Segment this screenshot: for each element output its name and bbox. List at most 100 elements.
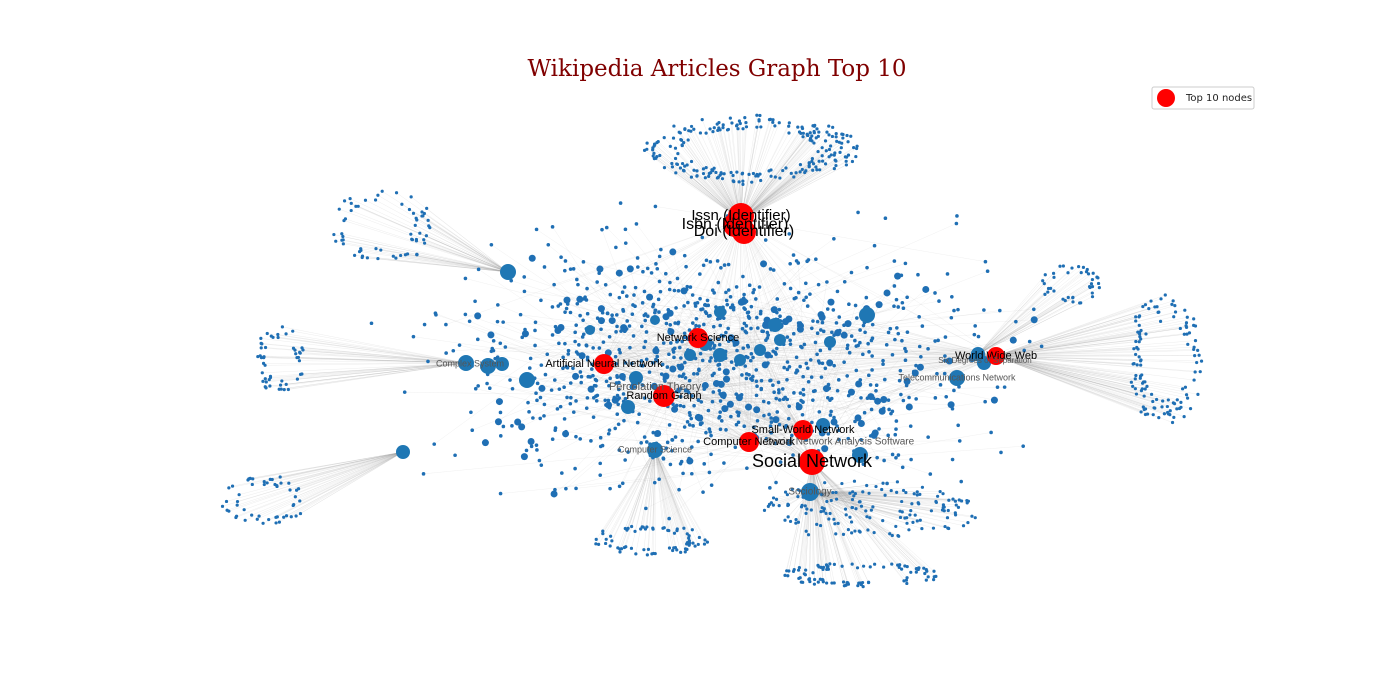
dot: [654, 433, 658, 437]
dot: [849, 134, 853, 138]
dot: [495, 319, 500, 324]
dot: [594, 537, 598, 541]
edge: [995, 325, 1187, 357]
dot: [654, 357, 658, 362]
dot: [730, 121, 734, 125]
edge: [627, 449, 656, 529]
dot: [574, 434, 578, 439]
edge: [355, 206, 509, 273]
dot: [983, 399, 987, 404]
dot: [1095, 275, 1099, 279]
dot: [537, 458, 542, 463]
dot: [573, 466, 577, 471]
dot: [803, 170, 807, 175]
edge: [426, 235, 509, 273]
dot: [562, 417, 567, 421]
dot: [646, 547, 651, 551]
dot: [657, 279, 662, 284]
edge: [636, 223, 813, 463]
dot: [581, 318, 585, 323]
dot: [684, 264, 688, 269]
dot: [1051, 271, 1056, 275]
dot: [800, 126, 805, 131]
edge: [697, 337, 787, 426]
edge: [802, 325, 864, 431]
dot: [679, 356, 683, 360]
edge: [265, 347, 467, 364]
dot: [853, 338, 857, 343]
dot: [825, 565, 829, 569]
dot: [776, 388, 781, 392]
dot: [726, 262, 731, 267]
dot: [898, 563, 902, 567]
dot: [289, 515, 293, 519]
dot: [815, 127, 819, 131]
dot: [654, 262, 658, 266]
dot: [908, 424, 913, 428]
edge: [811, 461, 919, 570]
dot: [896, 305, 901, 309]
dot: [712, 291, 716, 295]
edge: [646, 449, 656, 528]
edge: [642, 449, 656, 528]
edge: [811, 461, 929, 578]
edge: [995, 304, 1172, 357]
edge: [877, 355, 997, 402]
edge: [977, 291, 1048, 355]
dot: [798, 163, 803, 167]
dot: [915, 490, 919, 494]
dot: [832, 153, 836, 157]
dot: [945, 272, 950, 276]
dot: [626, 526, 630, 530]
dot: [796, 520, 801, 524]
dot: [709, 171, 713, 175]
dot: [1173, 304, 1177, 308]
dot: [508, 378, 512, 382]
edge: [663, 380, 770, 397]
dot: [724, 298, 729, 303]
dot: [950, 295, 954, 299]
edge: [598, 449, 656, 545]
edge: [698, 354, 721, 401]
dot: [846, 153, 851, 157]
dot: [769, 431, 773, 435]
dot: [608, 486, 612, 491]
edge: [609, 449, 656, 547]
edge: [536, 229, 699, 339]
dot: [265, 331, 269, 336]
dot: [1181, 387, 1185, 391]
edge: [740, 126, 815, 221]
edge: [995, 355, 1186, 388]
edge: [769, 429, 804, 488]
edge: [809, 491, 957, 506]
dot: [376, 193, 380, 197]
edge: [811, 461, 829, 567]
edge: [809, 491, 943, 511]
dot: [754, 297, 758, 301]
edge: [576, 351, 721, 356]
dot: [559, 255, 563, 260]
dot: [751, 290, 755, 295]
edge: [740, 145, 858, 221]
dot: [836, 521, 840, 526]
dot: [1157, 310, 1161, 314]
dot: [356, 204, 360, 208]
dot: [758, 113, 762, 118]
node-label: Sociology: [788, 487, 831, 498]
dot: [808, 131, 812, 135]
edge: [583, 261, 997, 357]
dot: [666, 528, 670, 532]
dot: [634, 552, 638, 556]
edge: [679, 375, 804, 431]
dot: [1134, 392, 1139, 396]
dot: [735, 170, 739, 174]
edge: [413, 213, 509, 273]
edge: [719, 325, 750, 443]
dot: [881, 406, 886, 411]
dot: [909, 509, 913, 513]
dot: [561, 366, 565, 371]
dot: [847, 388, 855, 396]
dot: [814, 257, 818, 261]
edge: [281, 362, 467, 390]
edge: [297, 362, 467, 380]
